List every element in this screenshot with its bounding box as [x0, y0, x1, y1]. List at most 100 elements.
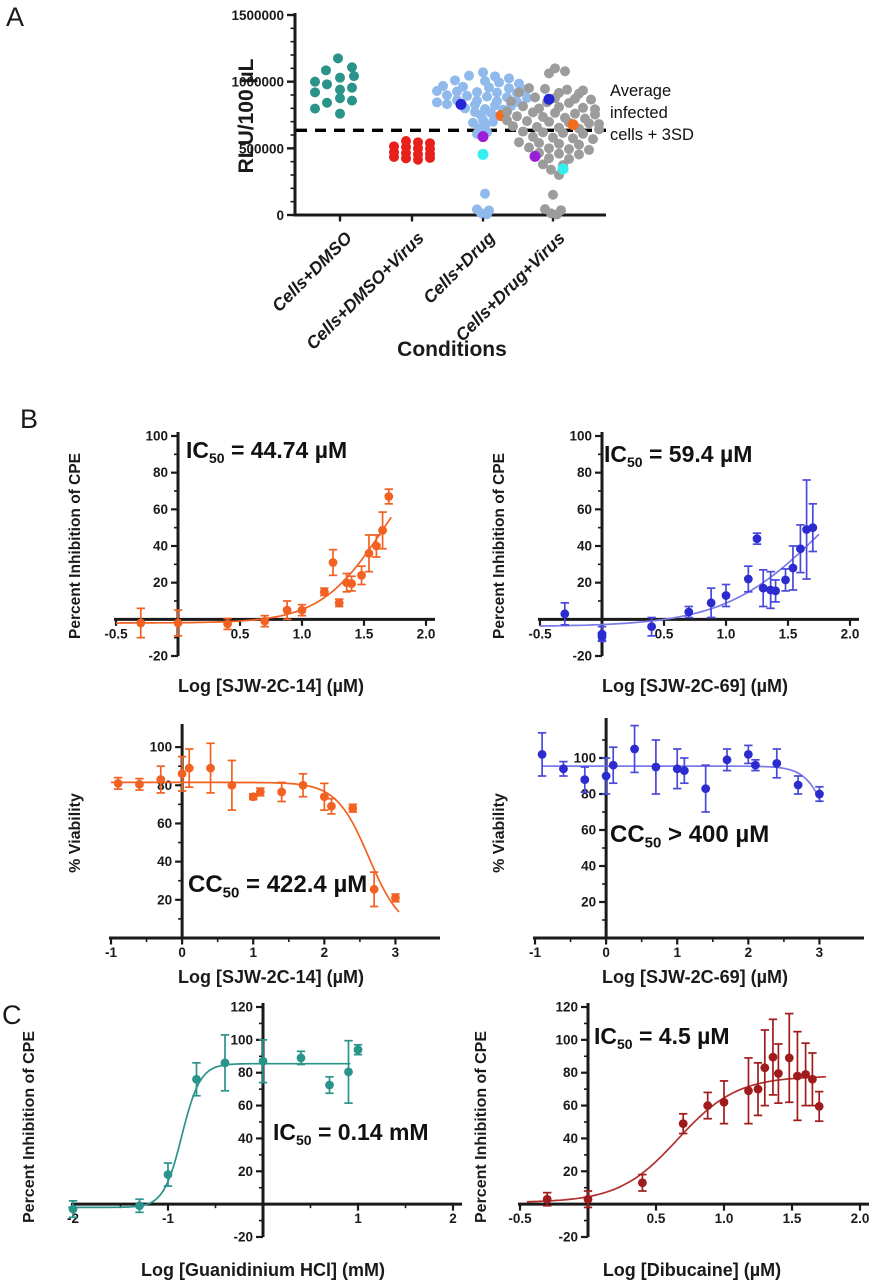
data-point — [550, 107, 560, 118]
data-point — [334, 598, 344, 608]
data-point — [554, 138, 564, 149]
data-point — [814, 1101, 824, 1111]
sjw-2c-69-ic50-chart: -0.5 0.5 1.0 1.5 2.0 -20 20 40 60 80 100 IC50 = 59.… — [491, 429, 859, 697]
y-tick-label: 80 — [577, 465, 592, 480]
x-tick-label: 1.0 — [715, 1211, 734, 1226]
data-point — [442, 90, 452, 101]
data-point — [578, 102, 588, 113]
data-point — [560, 609, 570, 619]
x-tick-label: 0 — [178, 945, 186, 960]
chart-title: CC50 = 422.4 µM — [188, 871, 367, 901]
data-point — [502, 106, 512, 117]
ticks: -0.5 0.5 1.0 1.5 2.0 -20 20 40 60 80 100 120 — [508, 1000, 869, 1245]
data-point — [601, 771, 611, 781]
data-point — [452, 86, 462, 97]
panel-label-c: C — [2, 1000, 22, 1030]
y-tick-label: 60 — [238, 1098, 253, 1113]
x-tick-label: -1 — [529, 945, 541, 960]
data-point — [480, 188, 490, 199]
x-tick-label: 0.5 — [231, 626, 250, 641]
y-tick-label: 60 — [157, 816, 172, 831]
data-point — [796, 544, 805, 554]
data-point — [544, 68, 554, 79]
rlu-beeswarm-chart: 050000010000001500000Cells+DMSOCells+DMS… — [231, 8, 694, 361]
data-point — [580, 775, 590, 784]
data-point — [227, 780, 237, 790]
data-point — [223, 619, 233, 629]
data-point — [464, 70, 474, 81]
data-point — [784, 1053, 794, 1063]
chart-title: IC50 = 4.5 µM — [594, 1023, 730, 1052]
y-tick-label: 60 — [563, 1098, 578, 1113]
data-point — [364, 548, 374, 558]
y-tick-label: 80 — [581, 787, 596, 802]
data-point — [328, 558, 338, 567]
data-point — [719, 1097, 729, 1107]
data-point — [564, 154, 574, 164]
group-Cells+DMSO — [310, 53, 359, 119]
x-tick-label: -0.5 — [104, 626, 128, 641]
data-point — [298, 780, 308, 790]
data-point — [701, 784, 711, 793]
data-point — [548, 132, 558, 143]
data-point — [490, 100, 500, 111]
data-point — [135, 779, 144, 789]
data-point — [721, 591, 731, 600]
data-point — [357, 570, 366, 580]
x-tick-label: 1.5 — [355, 626, 374, 641]
data-point — [136, 618, 146, 628]
data-point — [793, 780, 803, 790]
chart-title: IC50 = 0.14 mM — [273, 1119, 429, 1148]
data-point — [372, 541, 381, 551]
ticks: -0.5 0.5 1.0 1.5 2.0 -20 20 40 60 80 100 — [528, 429, 859, 664]
data-point — [206, 763, 215, 773]
x-axis-label: Log [SJW-2C-69] (µM) — [602, 676, 788, 696]
data-point — [322, 79, 332, 90]
data-point — [347, 579, 356, 588]
data-points — [136, 492, 394, 629]
data-point — [672, 764, 682, 774]
data-point — [774, 1069, 783, 1078]
x-tick-label: -1 — [105, 945, 117, 960]
data-point — [184, 763, 194, 773]
data-point — [703, 1101, 713, 1110]
data-point — [462, 90, 472, 101]
x-tick-label: 1.5 — [779, 626, 798, 641]
data-point — [353, 1045, 363, 1055]
data-point — [113, 778, 123, 788]
data-point — [389, 152, 399, 162]
data-point — [514, 137, 524, 148]
data-point — [310, 76, 320, 87]
data-point — [548, 189, 558, 200]
data-point — [348, 803, 358, 813]
group-Cells+Drug — [432, 67, 532, 220]
data-point — [482, 91, 492, 102]
data-point — [793, 1071, 802, 1081]
data-point — [538, 159, 548, 170]
data-point — [743, 574, 753, 584]
data-point — [590, 109, 600, 120]
x-tick-label: 2 — [745, 945, 753, 960]
x-tick-label: 0.5 — [655, 626, 674, 641]
y-axis-label: % Viability — [491, 793, 508, 873]
data-point — [347, 62, 357, 73]
x-tick-label: 1.5 — [783, 1211, 802, 1226]
data-point — [538, 127, 548, 138]
data-point — [530, 92, 540, 103]
y-axis-label: Percent Inhibition of CPE — [473, 1031, 490, 1223]
y-tick-label: 20 — [577, 575, 592, 590]
data-point — [570, 108, 580, 119]
x-tick-label: 1.0 — [717, 626, 736, 641]
data-point — [470, 99, 480, 110]
data-point — [788, 563, 798, 573]
data-point — [594, 124, 604, 135]
highlighted-point-orange — [567, 119, 579, 131]
data-point — [542, 1194, 552, 1204]
y-tick-label: 80 — [238, 1065, 253, 1080]
y-tick-label: 40 — [238, 1131, 253, 1146]
data-point — [163, 1170, 173, 1179]
y-tick-label: -20 — [233, 1230, 253, 1245]
y-tick-label: 120 — [230, 1000, 253, 1015]
data-point — [744, 1086, 753, 1096]
